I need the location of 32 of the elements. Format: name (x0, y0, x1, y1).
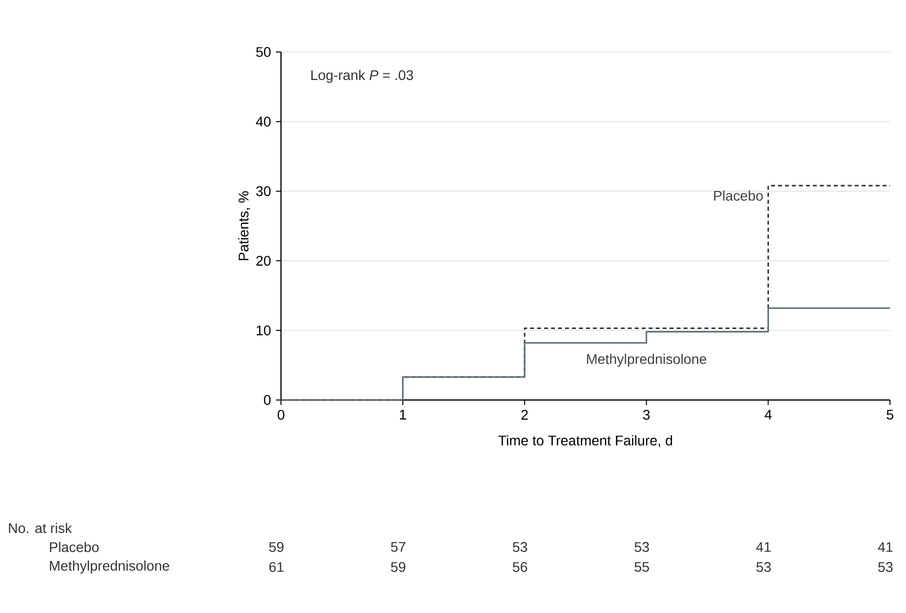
y-tick-label: 50 (256, 47, 271, 57)
y-tick-label: 10 (256, 325, 271, 336)
text: 57 (391, 542, 406, 552)
y-tick-label: 30 (256, 186, 271, 196)
text: 53 (634, 542, 649, 552)
y-tick-label: 20 (256, 256, 271, 266)
text: 55 (634, 562, 649, 572)
text: 53 (878, 562, 893, 572)
x-tick-label: 1 (400, 410, 406, 420)
x-tick-label: 5 (886, 410, 894, 420)
text: 41 (756, 542, 771, 552)
text: 59 (269, 542, 284, 552)
annotation: Log-rank P = .03 (311, 70, 414, 83)
text: Methylprednisolone (50, 560, 170, 574)
text: No. at risk (8, 522, 72, 534)
y-axis-title: Patients, % (238, 191, 250, 260)
text: 53 (756, 562, 771, 572)
text: 56 (512, 562, 528, 572)
series-label: Placebo (714, 190, 763, 201)
y-tick-label: 40 (256, 116, 271, 127)
x-tick-label: 3 (643, 410, 650, 420)
x-tick-label: 0 (278, 410, 284, 420)
x-axis-title: Time to Treatment Failure, d (498, 435, 672, 448)
y-tick-label: 0 (264, 395, 271, 405)
text: 41 (878, 542, 892, 552)
text: 53 (512, 542, 528, 552)
x-tick-label: 4 (764, 410, 772, 420)
text: Placebo (50, 542, 99, 552)
text: 61 (269, 562, 284, 572)
x-tick-label: 2 (521, 410, 528, 420)
series-label: Methylprednisolone (587, 354, 706, 367)
text: 59 (391, 562, 406, 572)
